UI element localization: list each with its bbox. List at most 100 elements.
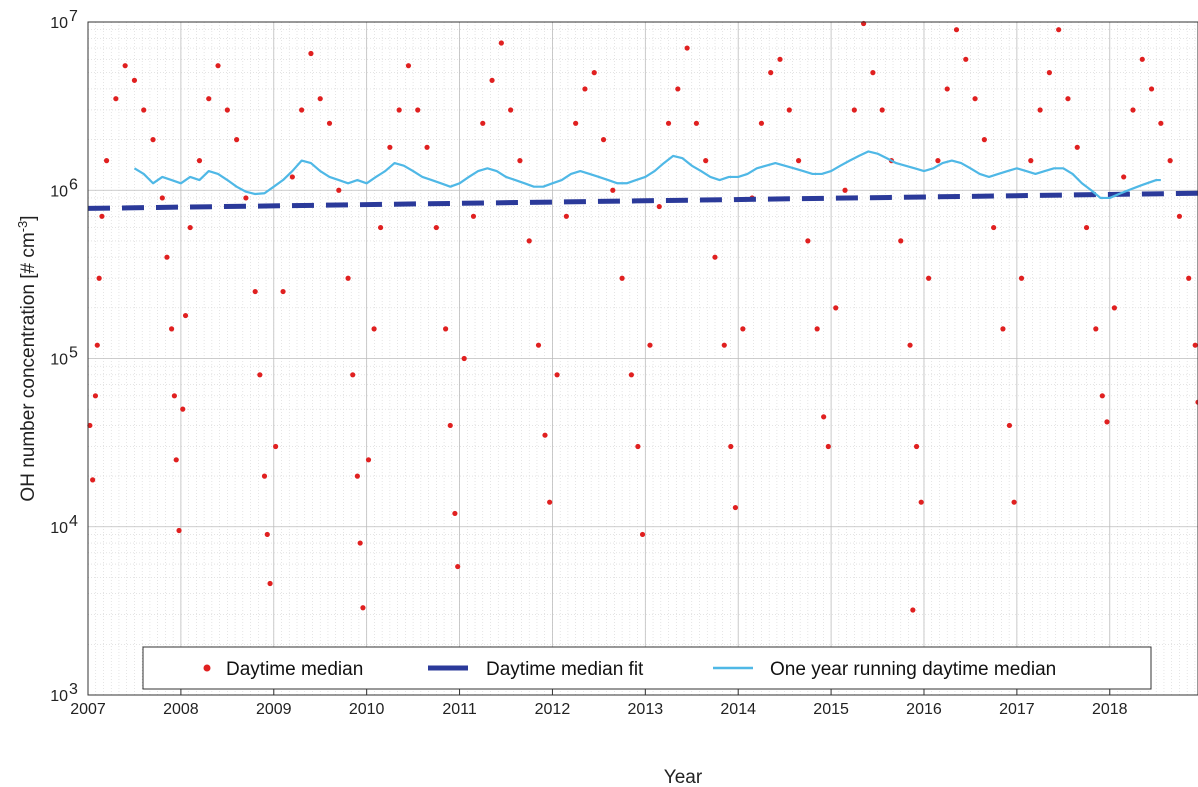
data-point <box>508 107 514 113</box>
data-point <box>103 158 110 164</box>
data-point <box>517 158 523 164</box>
data-point <box>171 393 177 399</box>
x-axis-title: Year <box>664 767 703 787</box>
data-point <box>308 50 314 57</box>
data-point <box>345 275 351 281</box>
data-point <box>1192 342 1198 348</box>
data-point <box>656 203 662 210</box>
data-point <box>805 238 811 244</box>
legend-label-fit: Daytime median fit <box>486 659 644 680</box>
data-point <box>786 107 792 113</box>
data-point <box>122 63 128 69</box>
data-point <box>851 107 857 113</box>
data-point <box>443 326 449 332</box>
data-point <box>455 563 461 570</box>
data-point <box>563 213 569 219</box>
data-point <box>918 499 924 505</box>
data-point <box>758 120 765 126</box>
data-point <box>1065 96 1071 102</box>
data-point <box>1176 213 1183 219</box>
legend-box <box>142 646 1152 690</box>
data-point <box>326 120 333 126</box>
y-tick-label: 10 <box>50 183 68 200</box>
data-point <box>196 158 203 164</box>
data-point <box>405 63 412 69</box>
x-tick-label: 2010 <box>349 701 385 718</box>
data-point <box>150 137 156 143</box>
data-point <box>535 342 542 348</box>
x-tick-label: 2013 <box>628 701 664 718</box>
data-point <box>354 473 360 479</box>
data-point <box>424 144 430 150</box>
data-point <box>647 342 653 348</box>
data-point <box>703 158 709 164</box>
data-point <box>814 326 820 332</box>
fit-line <box>87 190 1198 211</box>
data-point <box>926 275 932 281</box>
data-point <box>842 187 848 193</box>
data-point <box>257 372 263 378</box>
data-point <box>795 158 802 164</box>
data-point <box>1167 158 1173 164</box>
data-point <box>542 432 548 438</box>
data-point <box>273 443 279 450</box>
data-point <box>498 40 504 46</box>
data-point <box>365 457 372 463</box>
x-tick-label: 2016 <box>906 701 942 718</box>
y-tick-label: 10 <box>50 520 68 537</box>
y-tick-label: 10 <box>50 15 68 32</box>
data-point <box>610 187 616 193</box>
data-point <box>628 372 634 378</box>
data-point <box>350 372 356 378</box>
data-point <box>99 213 105 219</box>
data-point <box>1186 275 1192 281</box>
x-tick-labels: 2007 2008 2009 2010 2011 2012 2013 2014 2015 2016… <box>70 689 1128 718</box>
data-point <box>215 63 221 69</box>
data-point <box>1083 224 1090 231</box>
data-point <box>582 86 588 92</box>
data-point <box>1006 422 1013 429</box>
x-tick-label: 2014 <box>720 701 756 718</box>
data-point <box>1037 107 1043 113</box>
data-point <box>1046 70 1052 76</box>
data-point <box>684 45 690 51</box>
data-point <box>1028 158 1034 164</box>
data-point <box>377 224 384 231</box>
data-point <box>554 372 560 378</box>
data-point <box>944 86 950 92</box>
legend-marker-daytime-median <box>203 664 211 672</box>
data-point <box>1074 144 1080 150</box>
data-point <box>336 187 342 193</box>
y-tick-exponent: 4 <box>69 513 78 530</box>
data-point <box>90 477 96 483</box>
data-point <box>131 77 138 83</box>
data-point <box>740 326 746 332</box>
y-tick-exponent: 5 <box>69 345 78 362</box>
data-point <box>675 86 681 92</box>
data-point <box>1056 27 1062 33</box>
y-tick-exponent: 3 <box>69 681 78 698</box>
y-tick-exponent: 7 <box>69 8 78 25</box>
data-point <box>182 312 189 319</box>
data-point <box>252 288 258 295</box>
running-median-line <box>133 150 1161 200</box>
data-point <box>489 77 495 83</box>
x-tick-label: 2015 <box>813 701 849 718</box>
y-tick-label: 10 <box>50 688 68 705</box>
data-point <box>825 443 831 450</box>
y-axis-title-exponent: -3 <box>15 221 30 233</box>
data-point <box>639 531 646 538</box>
data-point <box>547 499 553 505</box>
data-point <box>1148 86 1155 92</box>
legend: Daytime median Daytime median fit One year… <box>142 646 1152 690</box>
plot-frame <box>87 21 1198 696</box>
data-point <box>907 342 913 348</box>
data-point <box>164 254 170 260</box>
data-point <box>299 107 305 113</box>
data-point <box>159 195 165 201</box>
x-tick-label: 2012 <box>535 701 571 718</box>
data-point <box>981 137 987 143</box>
data-point <box>317 96 323 102</box>
y-tick-base: 10 <box>50 352 68 369</box>
data-point <box>1099 393 1105 399</box>
